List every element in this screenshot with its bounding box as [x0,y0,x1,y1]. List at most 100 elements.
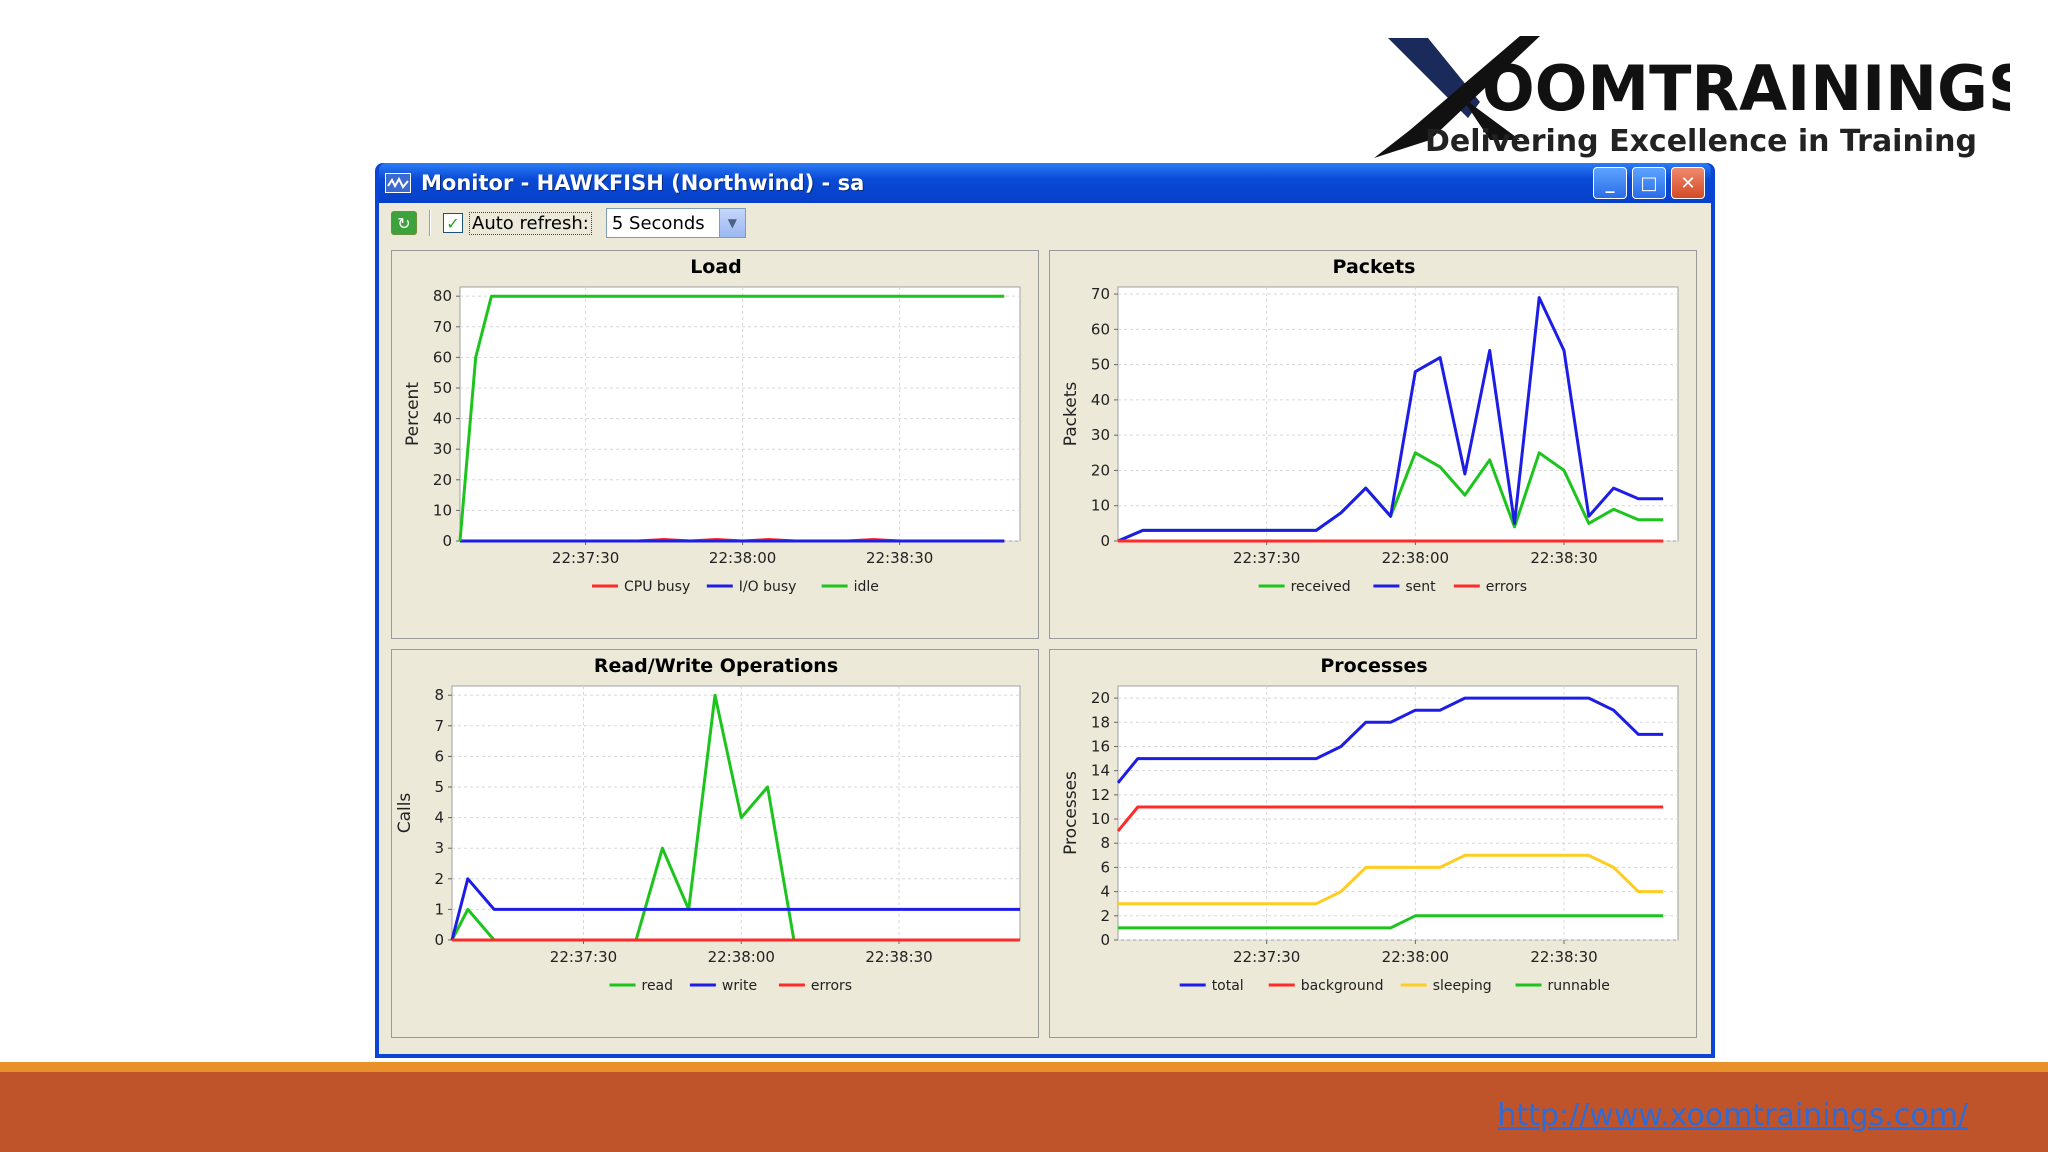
close-button[interactable]: ✕ [1671,167,1705,199]
load-y-tick-label: 50 [433,379,452,397]
load-legend-item: idle [821,579,879,595]
minimize-button[interactable]: _ [1593,167,1627,199]
toolbar-separator [429,210,431,236]
processes-chart-panel: Processes 0 2 4 6 8 10 12 14 16 18 20 22:37:30 22:38:… [1049,649,1697,1038]
load-chart: Load 0 10 20 30 40 50 60 70 80 22:37:30 22:38:00 22:… [403,256,1021,595]
load-x-tick-label: 22:38:00 [709,549,776,567]
monitor-window: Monitor - HAWKFISH (Northwind) - sa _ □ … [375,163,1715,1058]
rw-y-tick-label: 8 [434,686,444,704]
refresh-interval-value: 5 Seconds [611,212,705,234]
rw-legend-label: write [722,978,757,994]
processes-y-axis-label: Processes [1061,771,1081,855]
processes-y-tick-label: 12 [1091,786,1110,804]
packets-x-tick-label: 22:38:30 [1530,549,1597,567]
footer-website-link[interactable]: http://www.xoomtrainings.com/ [1497,1098,1968,1133]
packets-y-tick-label: 30 [1091,426,1110,444]
rw-y-tick-label: 2 [434,870,444,888]
rw-plot-area [451,685,1021,941]
packets-y-tick-label: 50 [1091,356,1110,374]
packets-y-tick-label: 40 [1091,391,1110,409]
packets-y-tick-label: 20 [1091,461,1110,479]
processes-chart: Processes 0 2 4 6 8 10 12 14 16 18 20 22:37:30 22:38:… [1061,655,1679,994]
rw-x-tick-label: 22:37:30 [550,948,617,966]
load-legend-item: I/O busy [706,579,796,595]
processes-series-runnable [1118,914,1664,930]
packets-series-sent [1117,296,1664,543]
load-y-tick-label: 80 [433,287,452,305]
processes-x-tick-label: 22:38:00 [1382,948,1449,966]
load-chart-panel: Load 0 10 20 30 40 50 60 70 80 22:37:30 22:38:00 22:… [391,250,1039,639]
rw-y-tick-label: 5 [434,778,444,796]
rw-x-tick-label: 22:38:30 [865,948,932,966]
processes-y-tick-label: 4 [1100,883,1110,901]
load-y-tick-label: 0 [442,532,452,550]
load-y-tick-label: 40 [433,410,452,428]
packets-chart-title: Packets [1333,256,1416,278]
processes-legend-item: total [1179,978,1244,994]
processes-series-background [1116,805,1664,833]
processes-plot-area [1117,685,1679,941]
load-y-tick-label: 10 [433,501,452,519]
load-y-tick-label: 20 [433,471,452,489]
maximize-icon: □ [1640,172,1658,194]
auto-refresh-label[interactable]: Auto refresh: [469,211,592,235]
processes-legend-item: sleeping [1400,978,1492,994]
processes-x-tick-label: 22:38:30 [1530,948,1597,966]
packets-chart-panel: Packets 0 10 20 30 40 50 60 70 22:37:30 22:38:00 22… [1049,250,1697,639]
window-client-area: ↻ ✓ Auto refresh: 5 Seconds ▼ Load 0 10 20 3… [379,203,1711,1054]
rw-legend-item: write [689,978,757,994]
rw-legend-label: read [642,978,674,994]
close-icon: ✕ [1680,172,1696,194]
rw-series-write [450,877,1020,941]
packets-legend-item: sent [1373,579,1436,595]
load-chart-title: Load [690,256,742,278]
load-y-tick-label: 30 [433,440,452,458]
packets-legend-label: sent [1405,579,1436,595]
logo-tagline: Delivering Excellence in Training [1425,124,1977,159]
read-write-chart-panel: Read/Write Operations 0 1 2 3 4 5 6 7 8 22:37:30 22… [391,649,1039,1038]
rw-y-tick-label: 4 [434,809,444,827]
load-y-tick-label: 60 [433,348,452,366]
load-series-idle [458,294,1005,542]
processes-legend-label: total [1212,978,1244,994]
processes-legend-label: sleeping [1433,978,1492,994]
processes-chart-title: Processes [1320,655,1427,677]
refresh-interval-select[interactable]: 5 Seconds ▼ [605,208,746,238]
load-y-axis-label: Percent [403,382,423,446]
load-plot-area [459,286,1021,542]
rw-y-tick-label: 7 [434,717,444,735]
chevron-down-icon[interactable]: ▼ [718,209,745,237]
packets-legend-label: errors [1486,579,1527,595]
packets-y-axis-label: Packets [1061,382,1081,447]
load-legend-label: idle [854,579,879,595]
auto-refresh-checkbox[interactable]: ✓ [443,213,463,233]
toolbar: ↻ ✓ Auto refresh: 5 Seconds ▼ [379,203,1711,243]
logo-brand: OOMTRAININGS [1482,52,2010,125]
load-legend-label: CPU busy [624,579,690,595]
rw-legend-item: errors [778,978,852,994]
maximize-button[interactable]: □ [1632,167,1666,199]
minimize-icon: _ [1605,172,1615,194]
packets-y-tick-label: 60 [1091,320,1110,338]
packets-legend-label: received [1291,579,1351,595]
rw-legend-item: read [609,978,674,994]
rw-chart-title: Read/Write Operations [594,655,838,677]
processes-legend-label: runnable [1548,978,1610,994]
footer-bar [0,1072,2048,1152]
rw-y-tick-label: 1 [434,900,444,918]
rw-legend-label: errors [811,978,852,994]
load-x-tick-label: 22:37:30 [552,549,619,567]
check-icon: ✓ [446,213,460,233]
processes-series-total [1116,696,1664,784]
rw-y-tick-label: 6 [434,747,444,765]
processes-y-tick-label: 2 [1100,907,1110,925]
load-x-tick-label: 22:38:30 [866,549,933,567]
refresh-button[interactable]: ↻ [391,211,417,235]
packets-y-tick-label: 10 [1091,497,1110,515]
rw-y-tick-label: 3 [434,839,444,857]
packets-x-tick-label: 22:37:30 [1233,549,1300,567]
processes-legend-label: background [1301,978,1384,994]
processes-y-tick-label: 10 [1091,810,1110,828]
packets-plot-area [1117,286,1679,542]
window-titlebar[interactable]: Monitor - HAWKFISH (Northwind) - sa _ □ … [379,163,1711,203]
